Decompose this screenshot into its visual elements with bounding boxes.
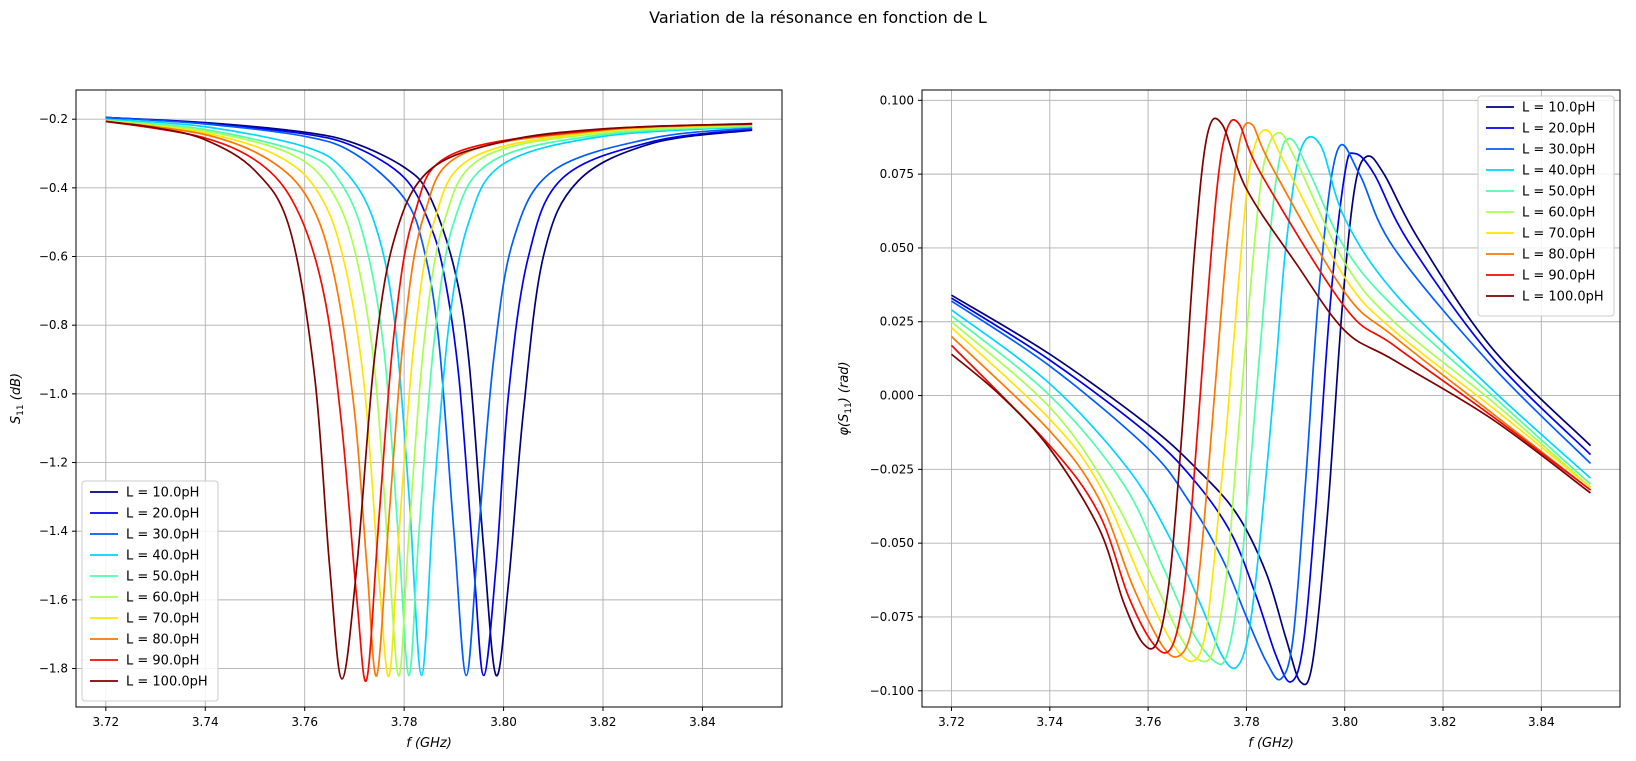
x-axis-label: f (GHz) — [406, 736, 452, 751]
y-axis-label: S11 (dB) — [9, 373, 26, 424]
series-line-3 — [105, 116, 753, 677]
y-tick-label: −0.075 — [870, 610, 914, 624]
x-tick-label: 3.78 — [1233, 715, 1260, 729]
figure-title: Variation de la résonance en fonction de… — [649, 8, 987, 27]
series-line-2 — [951, 152, 1592, 683]
series-line-7 — [950, 129, 1592, 663]
x-tick-label: 3.76 — [291, 715, 318, 729]
x-tick-label: 3.82 — [590, 715, 617, 729]
legend: L = 10.0pH L = 20.0pH L = 30.0pH L = 40.0pH… — [1477, 95, 1615, 317]
legend-label: L = 70.0pH — [1522, 227, 1595, 242]
y-tick-label: −0.4 — [39, 181, 68, 195]
y-tick-label: −0.2 — [39, 112, 68, 126]
x-tick-label: 3.84 — [689, 715, 716, 729]
y-tick-label: −1.6 — [39, 593, 68, 607]
series-line-9 — [105, 120, 753, 683]
series-line-9 — [950, 118, 1592, 654]
series-line-5 — [950, 137, 1592, 666]
chart-panel-magnitude: 3.72 3.74 3.76 3.78 3.80 3.82 3.84 −1.8 −1.6 −1.4… — [9, 89, 783, 751]
series-line-1 — [105, 116, 753, 677]
legend-box — [81, 480, 219, 702]
legend-label: L = 60.0pH — [1522, 206, 1595, 221]
legend-label: L = 90.0pH — [126, 654, 199, 669]
legend: L = 10.0pH L = 20.0pH L = 30.0pH L = 40.0pH… — [81, 480, 219, 702]
x-tick-label: 3.74 — [1036, 715, 1063, 729]
series-line-2 — [105, 116, 753, 677]
y-tick-label: −0.8 — [39, 318, 68, 332]
series-lines — [950, 117, 1592, 686]
x-tick-label: 3.72 — [92, 715, 119, 729]
series-line-7 — [105, 120, 753, 678]
series-line-4 — [105, 118, 753, 677]
y-tick-label: −0.100 — [870, 684, 914, 698]
x-tick-label: 3.78 — [391, 715, 418, 729]
y-tick-label: 0.100 — [880, 93, 914, 107]
series-line-8 — [950, 121, 1592, 658]
x-tick-label: 3.80 — [1331, 715, 1358, 729]
plot-frame — [75, 89, 783, 708]
chart-panel-phase: 3.72 3.74 3.76 3.78 3.80 3.82 3.84 −0.100 −0.075… — [837, 89, 1621, 751]
y-tick-label: −1.4 — [39, 524, 68, 538]
y-tick-label: 0.000 — [880, 389, 914, 403]
legend-label: L = 100.0pH — [1522, 290, 1604, 305]
y-tick-label: −1.0 — [39, 387, 68, 401]
legend-label: L = 70.0pH — [126, 612, 199, 627]
legend-label: L = 10.0pH — [1522, 101, 1595, 116]
x-tick-label: 3.82 — [1430, 715, 1457, 729]
series-lines — [105, 116, 753, 683]
series-line-3 — [951, 143, 1592, 681]
y-tick-label: 0.075 — [880, 167, 914, 181]
y-tick-label: 0.050 — [880, 241, 914, 255]
legend-label: L = 60.0pH — [126, 591, 199, 606]
grid-lines — [76, 90, 782, 707]
legend-label: L = 100.0pH — [126, 675, 208, 690]
legend-label: L = 80.0pH — [126, 633, 199, 648]
legend-label: L = 40.0pH — [126, 549, 199, 564]
series-line-6 — [105, 120, 753, 677]
legend-label: L = 30.0pH — [126, 528, 199, 543]
series-line-4 — [950, 136, 1592, 670]
legend-label: L = 20.0pH — [126, 507, 199, 522]
y-tick-label: −0.050 — [870, 536, 914, 550]
y-tick-label: 0.025 — [880, 315, 914, 329]
series-line-1 — [951, 155, 1592, 686]
x-tick-label: 3.76 — [1135, 715, 1162, 729]
legend-label: L = 50.0pH — [126, 570, 199, 585]
y-tick-label: −1.8 — [39, 662, 68, 676]
x-axis-label: f (GHz) — [1248, 736, 1294, 751]
series-line-8 — [105, 120, 753, 677]
series-line-10 — [105, 120, 753, 680]
x-tick-label: 3.80 — [490, 715, 517, 729]
series-line-6 — [950, 131, 1592, 663]
legend-label: L = 40.0pH — [1522, 164, 1595, 179]
legend-label: L = 10.0pH — [126, 486, 199, 501]
y-axis-label: φ(S11) (rad) — [837, 361, 854, 435]
plot-frame — [921, 89, 1621, 708]
x-tick-label: 3.74 — [192, 715, 219, 729]
legend-label: L = 50.0pH — [1522, 185, 1595, 200]
series-line-10 — [950, 117, 1592, 650]
legend-label: L = 80.0pH — [1522, 248, 1595, 263]
x-tick-label: 3.72 — [938, 715, 965, 729]
legend-label: L = 20.0pH — [1522, 122, 1595, 137]
legend-label: L = 30.0pH — [1522, 143, 1595, 158]
x-tick-label: 3.84 — [1528, 715, 1555, 729]
y-tick-label: −0.6 — [39, 250, 68, 264]
legend-label: L = 90.0pH — [1522, 269, 1595, 284]
y-tick-label: −0.025 — [870, 462, 914, 476]
y-tick-label: −1.2 — [39, 456, 68, 470]
legend-box — [1477, 95, 1615, 317]
series-line-5 — [105, 119, 753, 677]
